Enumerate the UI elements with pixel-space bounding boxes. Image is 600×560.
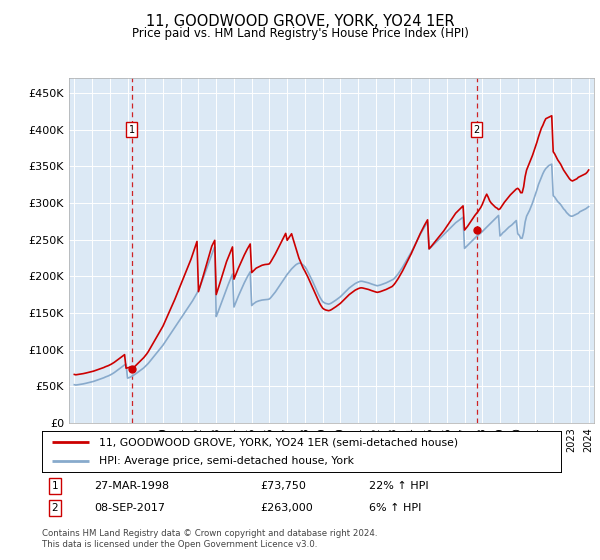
- Text: 1: 1: [52, 481, 58, 491]
- Text: 1: 1: [129, 125, 135, 135]
- Text: 6% ↑ HPI: 6% ↑ HPI: [369, 503, 421, 513]
- Text: £73,750: £73,750: [260, 481, 306, 491]
- Text: £263,000: £263,000: [260, 503, 313, 513]
- Text: Price paid vs. HM Land Registry's House Price Index (HPI): Price paid vs. HM Land Registry's House …: [131, 27, 469, 40]
- Text: 08-SEP-2017: 08-SEP-2017: [94, 503, 165, 513]
- Text: 27-MAR-1998: 27-MAR-1998: [94, 481, 169, 491]
- Text: 2: 2: [52, 503, 58, 513]
- Text: 11, GOODWOOD GROVE, YORK, YO24 1ER (semi-detached house): 11, GOODWOOD GROVE, YORK, YO24 1ER (semi…: [99, 437, 458, 447]
- Text: 2: 2: [473, 125, 480, 135]
- Text: 22% ↑ HPI: 22% ↑ HPI: [369, 481, 428, 491]
- Text: 11, GOODWOOD GROVE, YORK, YO24 1ER: 11, GOODWOOD GROVE, YORK, YO24 1ER: [146, 14, 454, 29]
- Text: Contains HM Land Registry data © Crown copyright and database right 2024.
This d: Contains HM Land Registry data © Crown c…: [42, 529, 377, 549]
- Text: HPI: Average price, semi-detached house, York: HPI: Average price, semi-detached house,…: [99, 456, 354, 465]
